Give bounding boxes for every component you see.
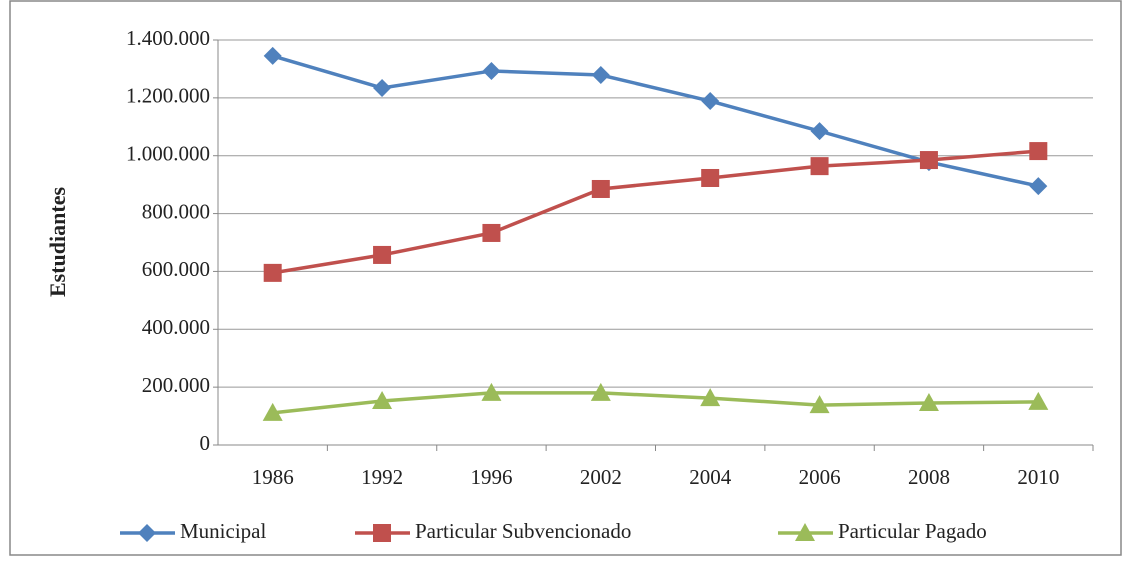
marker: [918, 393, 939, 412]
y-tick-label: 1.000.000: [126, 142, 210, 166]
legend-label: Particular Pagado: [838, 519, 987, 543]
marker: [373, 79, 392, 98]
marker: [795, 523, 815, 541]
marker: [701, 92, 720, 111]
legend-label: Municipal: [180, 519, 266, 543]
y-tick-label: 1.200.000: [126, 84, 210, 108]
marker: [591, 179, 610, 198]
marker: [1028, 391, 1049, 410]
x-tick-label: 2010: [1017, 465, 1059, 489]
marker: [919, 151, 938, 170]
marker: [701, 168, 720, 187]
series-line: [272, 391, 1039, 415]
marker: [809, 395, 830, 414]
y-tick-label: 0: [200, 431, 211, 455]
marker: [591, 66, 610, 85]
y-tick-label: 1.400.000: [126, 26, 210, 50]
marker: [1029, 177, 1048, 196]
legend-label: Particular Subvencionado: [415, 519, 631, 543]
marker: [1029, 142, 1048, 161]
chart-frame: [9, 0, 1122, 556]
x-tick-label: 2008: [908, 465, 950, 489]
marker: [810, 157, 829, 176]
marker: [590, 382, 611, 401]
x-tick-label: 2004: [689, 465, 732, 489]
x-tick-label: 1996: [470, 465, 512, 489]
marker: [810, 122, 829, 141]
marker: [372, 391, 393, 410]
x-tick-label: 1992: [361, 465, 403, 489]
x-tick-label: 2006: [799, 465, 841, 489]
marker: [373, 524, 391, 542]
marker: [482, 61, 501, 80]
y-tick-label: 400.000: [142, 315, 210, 339]
y-tick-label: 200.000: [142, 373, 210, 397]
marker: [138, 524, 156, 542]
marker: [482, 223, 501, 242]
x-tick-label: 1986: [252, 465, 294, 489]
series-line: [272, 54, 1039, 188]
marker: [481, 382, 502, 401]
y-tick-label: 800.000: [142, 199, 210, 223]
marker: [700, 388, 721, 407]
marker: [373, 245, 392, 264]
marker: [263, 263, 282, 282]
y-tick-label: 600.000: [142, 257, 210, 281]
marker: [262, 402, 283, 421]
series-line: [272, 149, 1039, 275]
y-axis-label: Estudiantes: [45, 187, 70, 297]
marker: [263, 46, 282, 65]
x-tick-label: 2002: [580, 465, 622, 489]
